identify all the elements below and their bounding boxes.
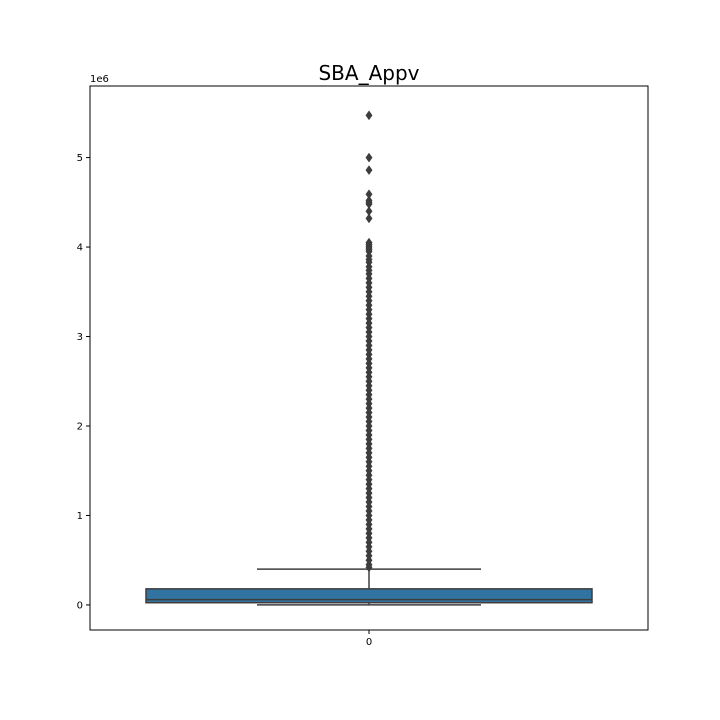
outlier-point [365,165,373,176]
chart-title: SBA_Appv [318,61,419,85]
y-tick-label: 5 [77,153,83,164]
y-tick-label: 4 [77,243,83,254]
y-axis-offset-label: 1e6 [90,74,109,85]
outlier-point [365,110,373,121]
outlier-point [365,152,373,163]
outlier-point [365,562,373,573]
y-tick-label: 2 [77,422,83,433]
plot-area: 0 1 2 3 4 5 0 [77,110,593,648]
y-tick-label: 0 [77,600,83,611]
x-tick-label: 0 [366,637,372,648]
box-iqr [145,588,593,604]
axes-frame [89,85,649,631]
outlier-point [365,213,373,224]
y-tick-label: 1 [77,511,83,522]
y-tick-label: 3 [77,332,83,343]
